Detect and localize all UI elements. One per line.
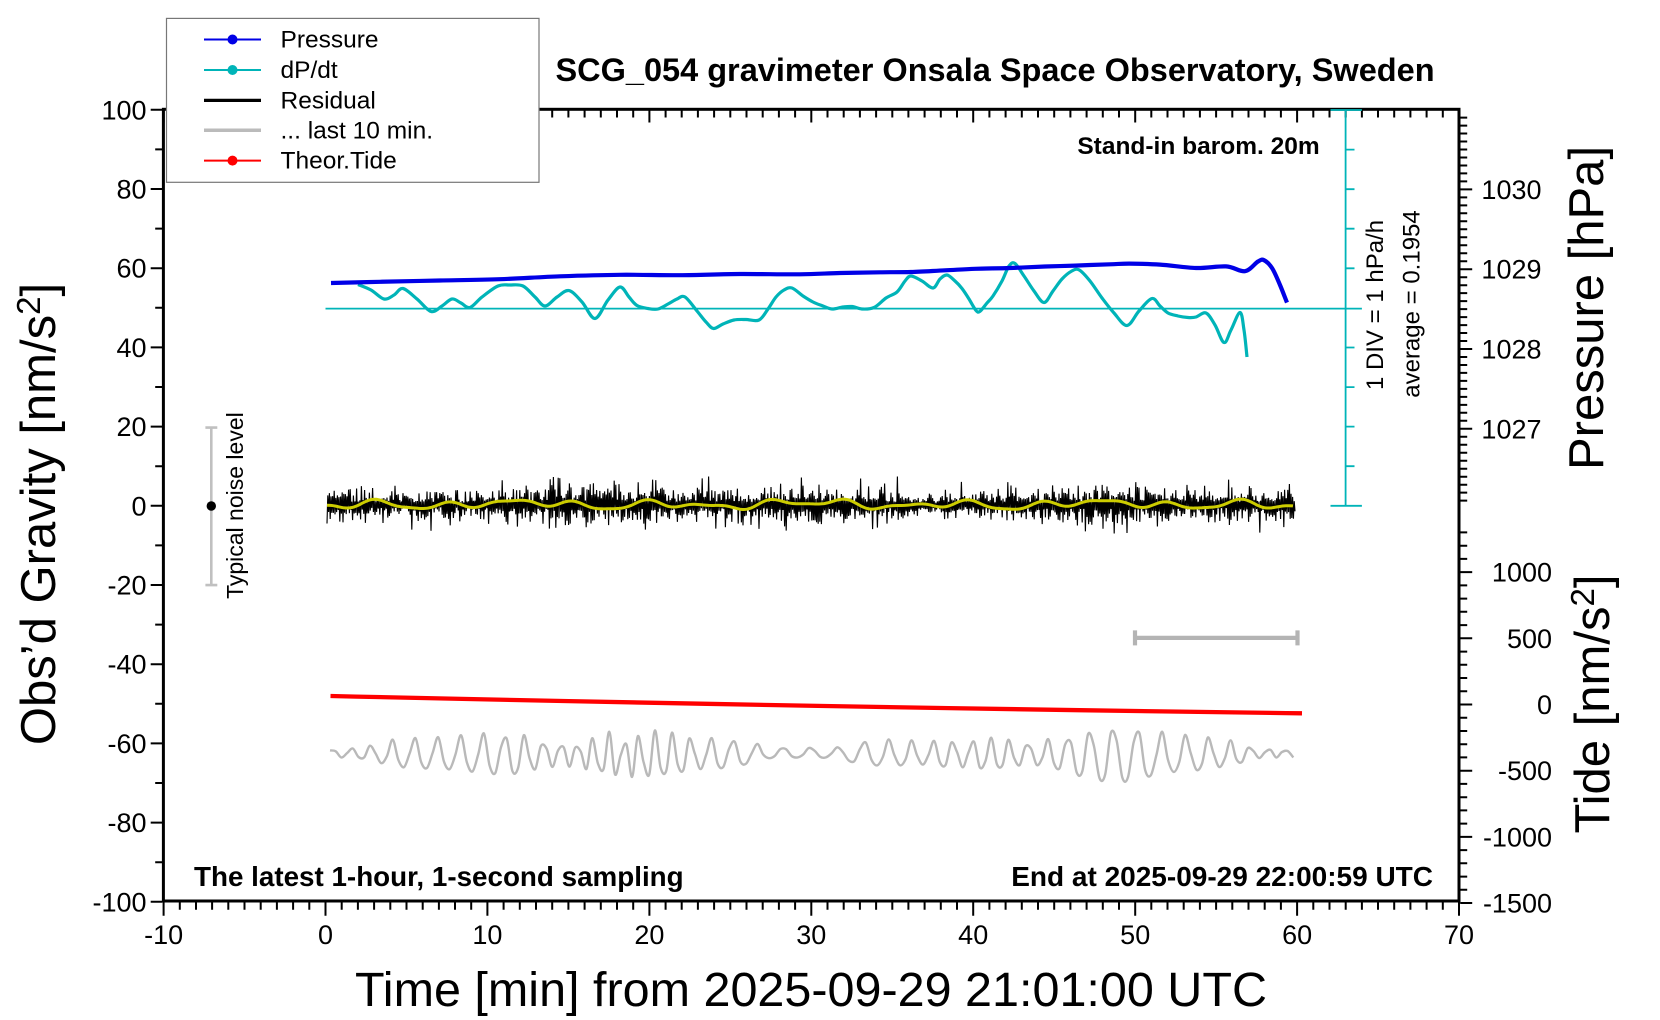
svg-text:1030: 1030	[1481, 175, 1541, 205]
svg-text:1000: 1000	[1492, 558, 1552, 588]
svg-text:dP/dt: dP/dt	[281, 57, 338, 84]
svg-text:1029: 1029	[1481, 255, 1541, 285]
svg-text:-40: -40	[107, 650, 146, 680]
svg-text:60: 60	[116, 254, 146, 284]
svg-text:0: 0	[1537, 690, 1552, 720]
svg-text:40: 40	[116, 333, 146, 363]
svg-text:The latest 1-hour, 1-second sa: The latest 1-hour, 1-second sampling	[194, 861, 684, 892]
svg-text:0: 0	[131, 491, 146, 521]
svg-text:1027: 1027	[1481, 414, 1541, 444]
svg-text:20: 20	[116, 412, 146, 442]
svg-text:100: 100	[101, 95, 146, 125]
svg-text:20: 20	[634, 920, 664, 950]
svg-text:Pressure: Pressure	[281, 27, 379, 54]
svg-text:0: 0	[318, 920, 333, 950]
svg-text:-20: -20	[107, 571, 146, 601]
svg-text:60: 60	[1282, 920, 1312, 950]
svg-text:10: 10	[472, 920, 502, 950]
svg-text:Tide [nm/s2]: Tide [nm/s2]	[1564, 575, 1620, 834]
svg-text:... last 10 min.: ... last 10 min.	[281, 117, 434, 144]
svg-text:1028: 1028	[1481, 335, 1541, 365]
svg-text:-60: -60	[107, 729, 146, 759]
svg-text:Time [min] from 2025-09-29 21:: Time [min] from 2025-09-29 21:01:00 UTC	[355, 963, 1267, 1017]
svg-text:-500: -500	[1498, 756, 1552, 786]
svg-text:Pressure [hPa]: Pressure [hPa]	[1560, 146, 1614, 470]
svg-text:SCG_054 gravimeter Onsala Spac: SCG_054 gravimeter Onsala Space Observat…	[555, 52, 1434, 88]
svg-text:50: 50	[1120, 920, 1150, 950]
svg-text:End at 2025-09-29 22:00:59 UTC: End at 2025-09-29 22:00:59 UTC	[1011, 861, 1433, 892]
svg-text:-100: -100	[92, 887, 146, 917]
svg-text:Obs’d Gravity [nm/s2]: Obs’d Gravity [nm/s2]	[10, 283, 66, 745]
svg-text:30: 30	[796, 920, 826, 950]
svg-text:-10: -10	[144, 920, 183, 950]
svg-text:Typical noise level: Typical noise level	[222, 412, 248, 599]
svg-text:40: 40	[958, 920, 988, 950]
svg-text:1 DIV = 1 hPa/h: 1 DIV = 1 hPa/h	[1362, 220, 1389, 390]
svg-text:-80: -80	[107, 808, 146, 838]
svg-text:500: 500	[1507, 624, 1552, 654]
svg-text:Theor.Tide: Theor.Tide	[281, 148, 397, 175]
svg-text:70: 70	[1444, 920, 1474, 950]
svg-text:-1500: -1500	[1483, 889, 1552, 919]
svg-text:average = 0.1954: average = 0.1954	[1399, 210, 1426, 398]
svg-text:Residual: Residual	[281, 87, 376, 114]
svg-text:Stand-in barom. 20m: Stand-in barom. 20m	[1077, 133, 1319, 160]
svg-text:80: 80	[116, 175, 146, 205]
svg-text:-1000: -1000	[1483, 822, 1552, 852]
